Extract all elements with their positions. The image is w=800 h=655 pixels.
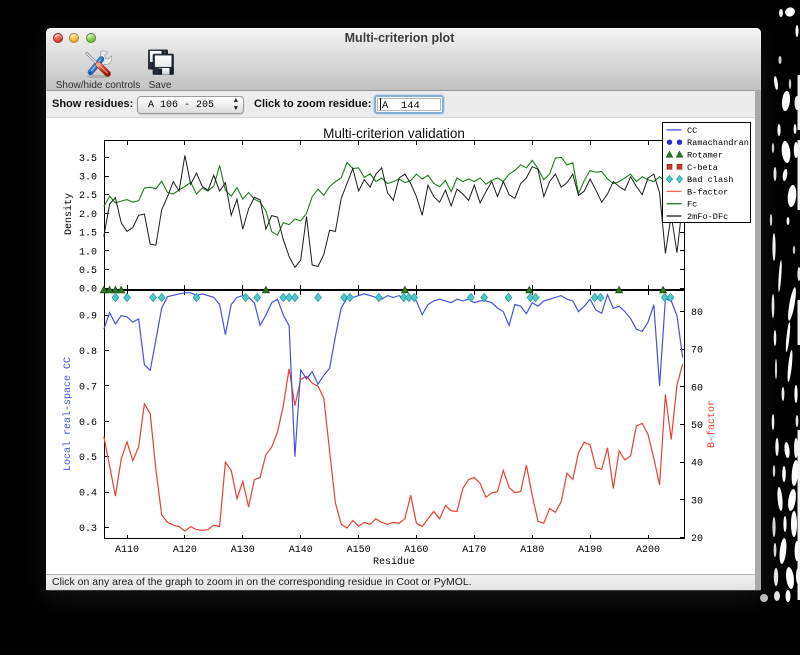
svg-text:A110: A110 <box>115 545 139 556</box>
svg-text:3.5: 3.5 <box>79 154 97 165</box>
svg-text:Rotamer: Rotamer <box>687 151 723 161</box>
svg-text:A180: A180 <box>520 545 544 556</box>
svg-text:2mFo-DFc: 2mFo-DFc <box>687 212 728 222</box>
svg-text:A120: A120 <box>173 545 197 556</box>
svg-text:0.5: 0.5 <box>79 453 97 464</box>
svg-text:0.6: 0.6 <box>79 418 97 429</box>
svg-text:A140: A140 <box>289 545 313 556</box>
svg-text:B-factor: B-factor <box>706 400 718 448</box>
svg-text:A170: A170 <box>462 545 486 556</box>
svg-text:0.0: 0.0 <box>79 285 97 296</box>
svg-text:50: 50 <box>691 421 703 432</box>
svg-text:Local real-space CC: Local real-space CC <box>62 357 74 471</box>
svg-text:0.8: 0.8 <box>79 347 97 358</box>
svg-text:80: 80 <box>691 308 703 319</box>
svg-text:Bad clash: Bad clash <box>687 175 733 185</box>
svg-text:A190: A190 <box>578 545 602 556</box>
svg-text:40: 40 <box>691 459 703 470</box>
svg-text:3.0: 3.0 <box>79 173 97 184</box>
svg-text:1.0: 1.0 <box>79 247 97 258</box>
svg-text:2.5: 2.5 <box>79 191 97 202</box>
svg-text:0.3: 0.3 <box>79 524 97 535</box>
svg-text:0.4: 0.4 <box>79 489 97 500</box>
svg-text:70: 70 <box>691 346 703 357</box>
svg-text:30: 30 <box>691 496 703 507</box>
svg-text:Fc: Fc <box>687 200 697 210</box>
svg-text:A200: A200 <box>636 545 660 556</box>
svg-text:20: 20 <box>691 534 703 545</box>
svg-text:B-factor: B-factor <box>687 187 728 197</box>
svg-text:60: 60 <box>691 383 703 394</box>
svg-text:1.5: 1.5 <box>79 229 97 240</box>
svg-text:Ramachandran: Ramachandran <box>687 138 749 148</box>
svg-text:A150: A150 <box>347 545 371 556</box>
svg-text:Multi-criterion validation: Multi-criterion validation <box>323 126 465 141</box>
svg-text:0.9: 0.9 <box>79 312 97 323</box>
svg-text:0.5: 0.5 <box>79 266 97 277</box>
svg-text:0.7: 0.7 <box>79 382 97 393</box>
svg-text:A160: A160 <box>404 545 428 556</box>
svg-text:Residue: Residue <box>373 556 415 568</box>
svg-text:A130: A130 <box>231 545 255 556</box>
svg-text:Density: Density <box>63 193 75 235</box>
svg-text:CC: CC <box>687 126 697 136</box>
svg-text:2.0: 2.0 <box>79 210 97 221</box>
svg-text:C-beta: C-beta <box>687 163 718 173</box>
